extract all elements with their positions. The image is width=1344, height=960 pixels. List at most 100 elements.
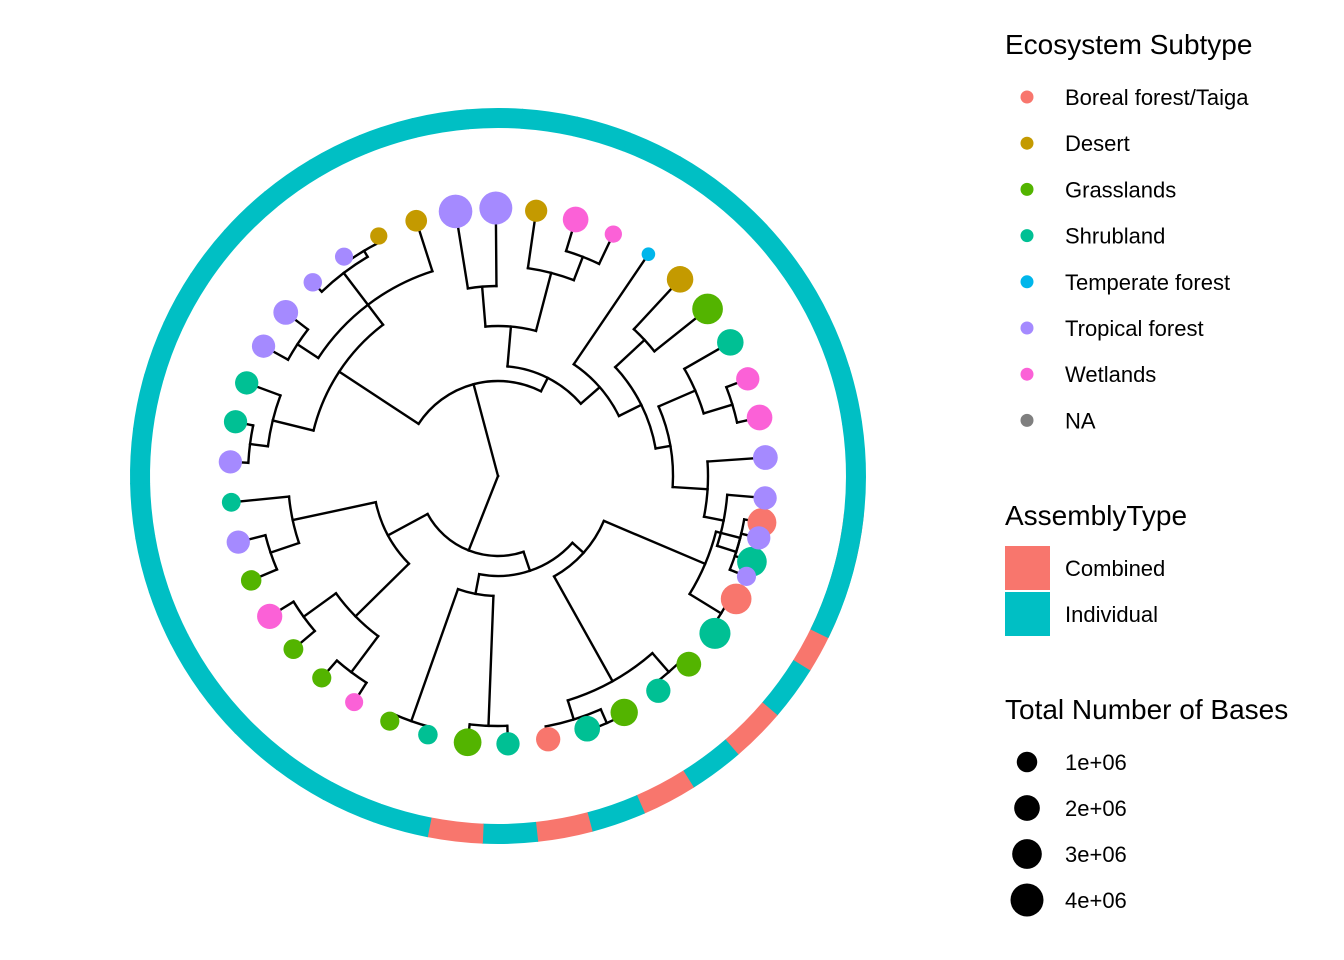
assembly-legend-items: Combined Individual (1005, 546, 1165, 636)
tree-tip-point (746, 404, 773, 431)
assembly-ring-segment (190, 229, 240, 286)
assembly-legend-title: AssemblyType (1005, 500, 1187, 531)
tree-branch (617, 403, 643, 418)
assembly-ring-segment (130, 427, 153, 485)
assembly-ring-segment (761, 659, 811, 716)
tree-tip-point (453, 728, 482, 757)
legend-swatch-7 (1020, 413, 1034, 427)
assembly-ring-segment (135, 534, 169, 594)
assembly-ring-segment (199, 678, 250, 734)
tree-tip-point (699, 617, 731, 649)
tree-tip-point (676, 651, 702, 677)
assembly-ring-segment (234, 719, 290, 771)
ecosystem-legend-label: Grasslands (1065, 177, 1176, 202)
tree-branch (362, 249, 370, 259)
bases-legend-label: 2e+06 (1065, 796, 1127, 821)
assembly-ring-segment (784, 267, 830, 326)
tree-branch-arc (416, 379, 543, 426)
tree-tip-points (218, 191, 778, 757)
bases-legend-label: 3e+06 (1065, 842, 1127, 867)
tree-branch (229, 495, 291, 504)
ecosystem-legend-label: Wetlands (1065, 362, 1156, 387)
tree-tip-point (736, 566, 757, 586)
tree-branch (599, 707, 609, 725)
legend-swatch-2 (1020, 182, 1034, 196)
tree-tip-point (536, 727, 561, 752)
assembly-ring-segment (276, 753, 334, 801)
assembly-ring-segment (724, 702, 778, 756)
assembly-ring-segment (148, 585, 189, 645)
ecosystem-legend-label: Temperate forest (1065, 270, 1230, 295)
tree-branch (467, 474, 500, 552)
bases-legend: Total Number of Bases 1e+06 2e+06 3e+06 4e+… (1005, 694, 1288, 917)
assembly-ring-segment (322, 782, 382, 823)
assembly-ring-segment (535, 812, 593, 842)
assembly-ring-segment (426, 817, 484, 844)
size-swatch-0 (1016, 751, 1038, 773)
tree-tip-point (641, 247, 656, 261)
assembly-ring-segment (144, 321, 183, 381)
assembly-swatch-1 (1005, 592, 1050, 636)
tree-branch (539, 376, 550, 393)
tree-branch (295, 342, 320, 360)
tree-branch (291, 500, 378, 522)
assembly-ring-segment (359, 118, 418, 154)
tree-tip-point (221, 492, 241, 512)
tree-branch (602, 519, 707, 566)
assembly-legend-label: Combined (1065, 556, 1165, 581)
ecosystem-legend-items: Boreal forest/Taiga Desert Grasslands Shrub… (1020, 85, 1249, 433)
tree-tip-point (345, 693, 364, 712)
assembly-ring-segment (830, 367, 863, 426)
legend-panel: Ecosystem Subtype Boreal forest/Taiga Des… (1005, 29, 1288, 917)
tree-branch (613, 338, 647, 369)
tree-branch (337, 370, 421, 426)
tree-tip-point (303, 273, 323, 292)
assembly-ring-segment (636, 770, 694, 814)
tree-branch (271, 419, 315, 433)
tree-tip-point (747, 526, 771, 550)
assembly-ring-segment (130, 482, 156, 540)
assembly-legend: AssemblyType Combined Individual (1005, 500, 1187, 636)
legend-swatch-0 (1020, 90, 1034, 104)
tree-branch (650, 651, 671, 674)
tree-tip-point (283, 639, 304, 660)
assembly-ring-segment (466, 107, 523, 130)
tree-tip-point (717, 329, 744, 356)
bases-legend-label: 1e+06 (1065, 750, 1127, 775)
tree-tip-point (257, 603, 283, 629)
tree-tip-point (370, 227, 388, 245)
tree-tip-point (752, 445, 778, 470)
assembly-ring-segment (713, 187, 768, 239)
tree-tip-point (610, 698, 638, 727)
ecosystem-legend-label: Tropical forest (1065, 316, 1204, 341)
tree-tip-point (226, 530, 250, 554)
ecosystem-legend-label: Desert (1065, 131, 1130, 156)
assembly-ring-segment (622, 132, 681, 174)
tree-branch (671, 485, 709, 491)
tree-tip-point (604, 225, 622, 243)
assembly-ring-segment (224, 191, 278, 244)
tree-branch (715, 544, 738, 554)
assembly-swatch-0 (1005, 546, 1050, 590)
tree-branch (480, 285, 487, 328)
tree-tip-point (692, 293, 723, 325)
tree-branch (353, 562, 411, 619)
assembly-ring-segment (752, 224, 802, 280)
tree-branch (409, 587, 460, 723)
tree-tip-point (479, 191, 513, 225)
tree-tip-point (720, 583, 752, 615)
assembly-ring-segment (309, 134, 368, 178)
tree-branch (570, 541, 586, 555)
assembly-ring-segment (810, 579, 850, 639)
tree-tip-point (753, 486, 777, 510)
tree-branch (487, 594, 495, 728)
assembly-type-ring (130, 107, 866, 845)
tree-tip-point (251, 334, 276, 358)
assembly-ring-segment (841, 476, 866, 533)
tree-branch (472, 382, 500, 478)
tree-branch (552, 574, 615, 683)
legend-swatch-1 (1020, 136, 1034, 150)
assembly-ring-segment (682, 739, 739, 788)
tree-tip-point (312, 668, 332, 688)
bases-legend-items: 1e+06 2e+06 3e+06 4e+06 (1010, 750, 1127, 917)
